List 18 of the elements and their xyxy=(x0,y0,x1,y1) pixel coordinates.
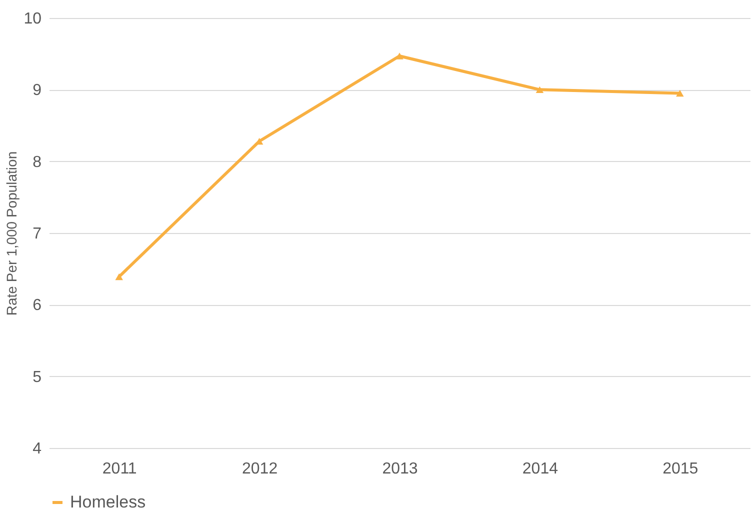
y-tick-label: 10 xyxy=(24,10,42,28)
x-tick-label: 2012 xyxy=(242,460,278,478)
x-tick-label: 2015 xyxy=(662,460,698,478)
x-tick-label: 2013 xyxy=(382,460,418,478)
y-tick-label: 8 xyxy=(32,154,42,171)
y-tick-label: 6 xyxy=(32,297,42,314)
point xyxy=(536,86,544,94)
point xyxy=(115,273,123,280)
y-tick-label: 9 xyxy=(32,82,42,100)
point xyxy=(396,52,404,60)
y-tick-label: 5 xyxy=(32,368,42,386)
legend-label: Homeless xyxy=(70,492,146,512)
x-tick-label: 2011 xyxy=(102,460,137,478)
x-tick-label: 2014 xyxy=(522,460,558,478)
y-tick-label: 4 xyxy=(32,440,42,458)
y-tick-label: 7 xyxy=(32,226,42,242)
point xyxy=(676,90,684,97)
y-axis-title: Rate Per 1,000 Population xyxy=(4,151,20,316)
